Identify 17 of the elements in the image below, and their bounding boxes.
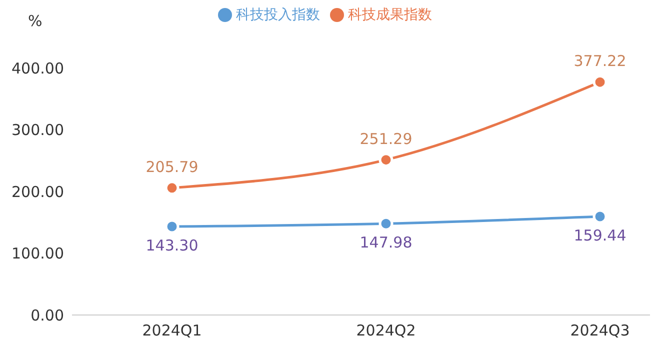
data-label: 377.22	[574, 52, 626, 70]
x-tick-label: 2024Q3	[570, 322, 630, 340]
y-tick-label: 200.00	[12, 182, 64, 201]
data-label: 251.29	[360, 130, 412, 148]
legend-label: 科技成果指数	[348, 7, 432, 23]
data-label: 147.98	[360, 234, 412, 252]
x-tick-label: 2024Q2	[356, 322, 416, 340]
x-tick-label: 2024Q1	[142, 322, 202, 340]
data-label: 143.30	[146, 236, 198, 255]
legend-label: 科技投入指数	[236, 7, 320, 23]
data-label: 159.44	[574, 226, 626, 245]
y-tick-label: 400.00	[12, 59, 64, 78]
data-label: 205.79	[146, 158, 198, 176]
y-tick-label: 100.00	[12, 244, 64, 263]
y-tick-label: 0.00	[30, 306, 64, 324]
y-axis-title: %	[28, 12, 42, 30]
y-tick-label: 300.00	[12, 121, 64, 140]
